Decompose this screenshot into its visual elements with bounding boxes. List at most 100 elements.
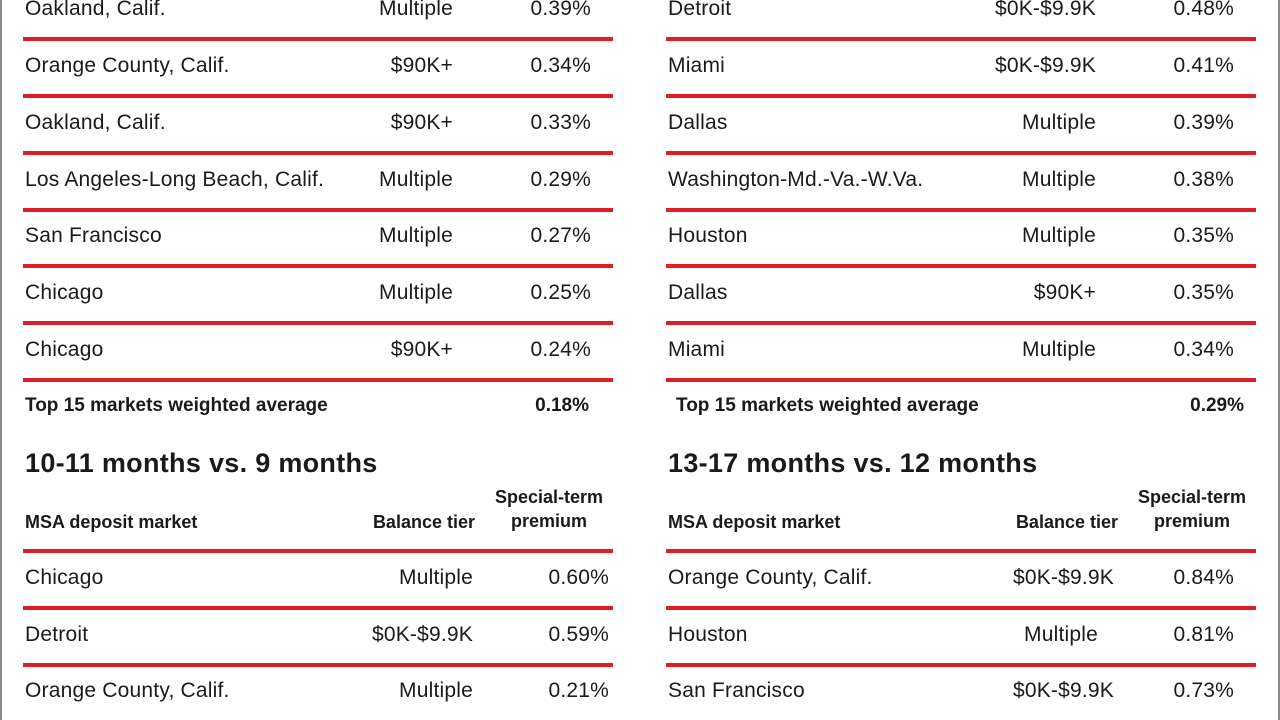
balance-tier-cell: Multiple [379,168,453,191]
row-divider [23,37,613,41]
market-cell: San Francisco [668,679,805,702]
table-row: Orange County, Calif. $90K+ 0.34% [23,38,613,94]
balance-tier-cell: Multiple [379,0,453,20]
row-divider [23,663,613,667]
header-balance-tier: Balance tier [1015,512,1118,532]
table-row: San Francisco $0K-$9.9K 0.73% [666,663,1256,719]
premium-cell: 0.39% [530,0,591,20]
market-cell: Chicago [25,566,104,589]
table-row: Miami $0K-$9.9K 0.41% [666,38,1256,94]
row-divider [666,321,1256,325]
table-row: Detroit $0K-$9.9K 0.48% [666,0,1256,37]
header-premium: Special-term premium [485,485,613,533]
balance-tier-cell: Multiple [399,679,473,702]
premium-cell: 0.48% [1173,0,1234,20]
balance-tier-cell: Multiple [1024,623,1098,646]
premium-cell: 0.34% [1173,338,1234,361]
row-divider [23,606,613,610]
market-cell: Los Angeles-Long Beach, Calif. [25,168,325,191]
table-row: San Francisco Multiple 0.27% [23,208,613,264]
row-divider [23,94,613,98]
premium-cell: 0.33% [530,111,591,134]
row-divider [666,37,1256,41]
table-row: Chicago Multiple 0.25% [23,265,613,321]
left-frame-border [0,0,2,720]
market-cell: Washington-Md.-Va.-W.Va. [668,168,924,191]
premium-cell: 0.39% [1173,111,1234,134]
row-divider [23,208,613,212]
row-divider [666,606,1256,610]
header-premium-line2: premium [510,511,588,531]
balance-tier-cell: Multiple [1022,338,1096,361]
balance-tier-cell: Multiple [399,566,473,589]
header-premium-line1: Special-term [1137,487,1247,507]
premium-cell: 0.35% [1173,281,1234,304]
market-cell: Houston [668,623,748,646]
row-divider [23,378,613,382]
market-cell: Orange County, Calif. [25,679,230,702]
balance-tier-cell: Multiple [379,281,453,304]
table-header: MSA deposit market Balance tier Special-… [666,487,1256,547]
market-cell: Oakland, Calif. [25,0,166,20]
header-market: MSA deposit market [25,512,198,532]
premium-cell: 0.35% [1173,224,1234,247]
row-divider [23,151,613,155]
table-row: Houston Multiple 0.81% [666,607,1256,663]
premium-cell: 0.34% [530,54,591,77]
weighted-average-label: Top 15 markets weighted average [676,395,979,416]
market-cell: Detroit [668,0,732,20]
table-row: Oakland, Calif. $90K+ 0.33% [23,95,613,151]
weighted-average-row: Top 15 markets weighted average 0.18% [23,386,613,426]
row-divider [666,378,1256,382]
market-cell: San Francisco [25,224,162,247]
right-frame-border [1278,0,1280,720]
balance-tier-cell: $90K+ [390,338,453,361]
balance-tier-cell: $0K-$9.9K [1012,566,1114,589]
row-divider [666,94,1256,98]
balance-tier-cell: $0K-$9.9K [371,623,473,646]
premium-cell: 0.25% [530,281,591,304]
premium-cell: 0.81% [1173,623,1234,646]
premium-cell: 0.21% [548,679,609,702]
market-cell: Detroit [25,623,89,646]
premium-cell: 0.41% [1173,54,1234,77]
market-cell: Orange County, Calif. [25,54,230,77]
header-premium: Special-term premium [1128,485,1256,533]
premium-cell: 0.29% [530,168,591,191]
market-cell: Chicago [25,281,104,304]
row-divider [666,208,1256,212]
premium-cell: 0.24% [530,338,591,361]
premium-cell: 0.38% [1173,168,1234,191]
header-balance-tier: Balance tier [372,512,475,532]
premium-cell: 0.59% [548,623,609,646]
market-cell: Chicago [25,338,104,361]
market-cell: Miami [668,54,725,77]
balance-tier-cell: Multiple [1022,111,1096,134]
balance-tier-cell: Multiple [1022,224,1096,247]
row-divider [23,549,613,553]
header-market: MSA deposit market [668,512,841,532]
right-column: Detroit $0K-$9.9K 0.48% Miami $0K-$9.9K … [666,0,1256,720]
table-row: Chicago Multiple 0.60% [23,550,613,606]
weighted-average-row: Top 15 markets weighted average 0.29% [666,386,1256,426]
table-row: Los Angeles-Long Beach, Calif. Multiple … [23,152,613,208]
market-cell: Oakland, Calif. [25,111,166,134]
table-row: Chicago $90K+ 0.24% [23,322,613,378]
balance-tier-cell: $90K+ [390,54,453,77]
market-cell: Miami [668,338,725,361]
section-title: 13-17 months vs. 12 months [668,448,1038,478]
row-divider [666,264,1256,268]
weighted-average-value: 0.29% [1190,395,1244,416]
balance-tier-cell: Multiple [1022,168,1096,191]
row-divider [666,151,1256,155]
balance-tier-cell: $90K+ [390,111,453,134]
table-row: Washington-Md.-Va.-W.Va. Multiple 0.38% [666,152,1256,208]
balance-tier-cell: $0K-$9.9K [994,54,1096,77]
balance-tier-cell: $0K-$9.9K [1012,679,1114,702]
row-divider [666,663,1256,667]
premium-cell: 0.84% [1173,566,1234,589]
market-cell: Houston [668,224,748,247]
table-row: Miami Multiple 0.34% [666,322,1256,378]
balance-tier-cell: Multiple [379,224,453,247]
row-divider [666,549,1256,553]
